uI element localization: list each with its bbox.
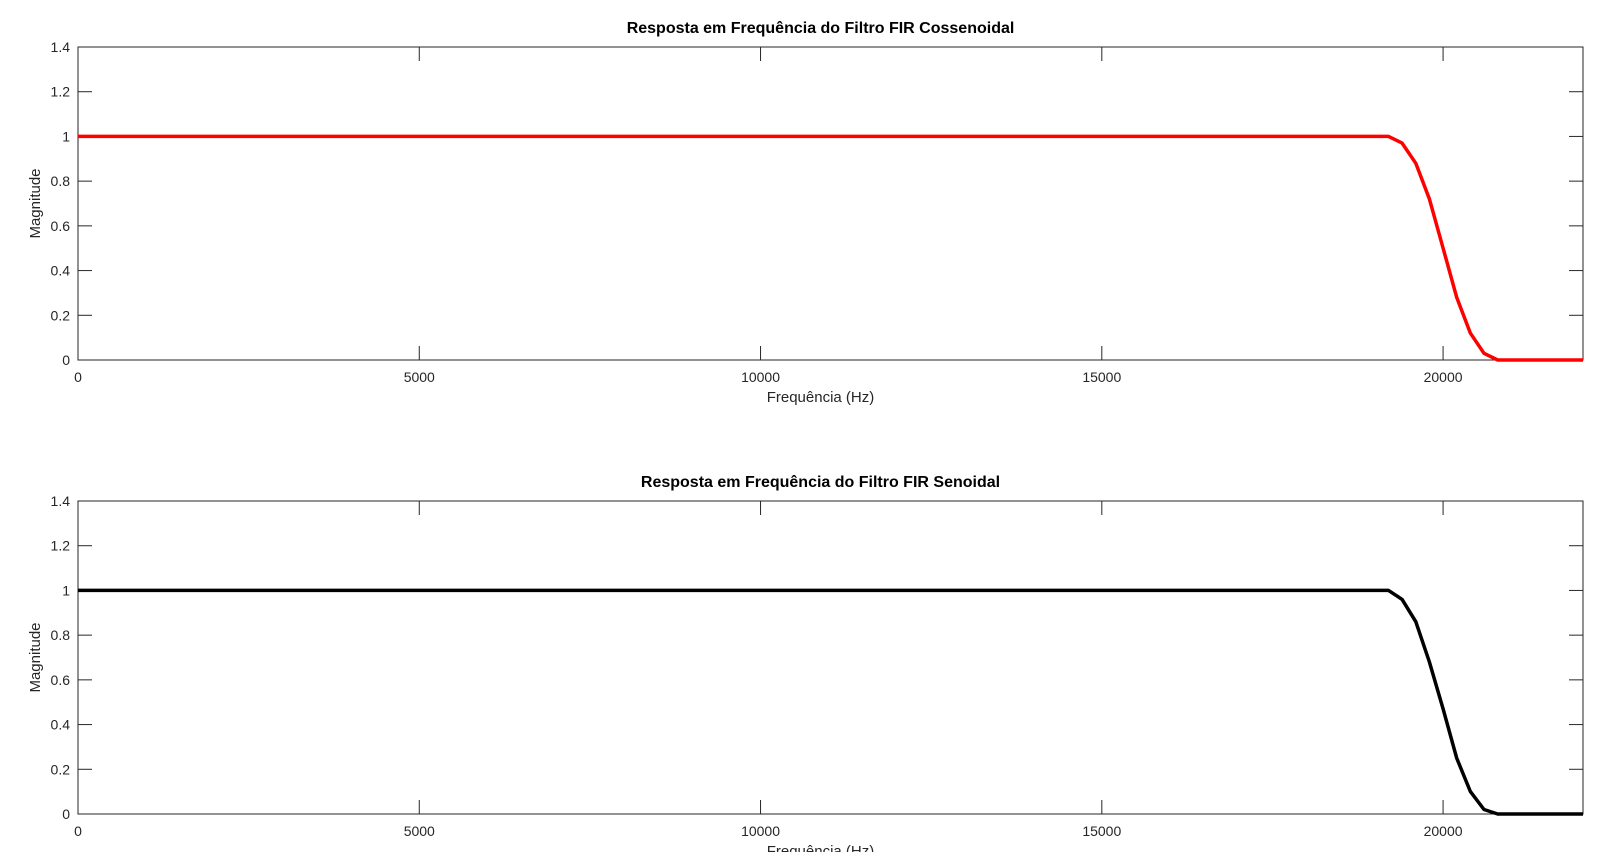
x-tick-label: 10000 <box>741 369 780 385</box>
y-axis-label: Magnitude <box>27 168 44 238</box>
x-tick-label: 0 <box>74 369 82 385</box>
x-tick-label: 15000 <box>1082 369 1121 385</box>
y-tick-label: 0.6 <box>51 672 71 688</box>
y-tick-label: 0.8 <box>51 173 71 189</box>
chart-panel-1: 0 5000 10000 15000 20000 0 0.2 0.4 0.6 0.8 1 1.2 1.4… <box>27 20 1584 406</box>
x-axis-label: Frequência (Hz) <box>767 843 875 852</box>
x-tick-label: 5000 <box>404 369 435 385</box>
x-tick-label: 5000 <box>404 823 435 839</box>
x-axis-label: Frequência (Hz) <box>767 389 875 406</box>
y-tick-label: 1.4 <box>51 493 71 509</box>
y-tick-label: 0.2 <box>51 761 71 777</box>
chart-panel-2: 0 5000 10000 15000 20000 0 0.2 0.4 0.6 0.8 1 1.2 1.4… <box>27 474 1584 852</box>
y-tick-label: 1.2 <box>51 538 71 554</box>
y-tick-label: 0.4 <box>51 263 71 279</box>
y-tick-label: 1 <box>62 582 70 598</box>
x-tick-label: 15000 <box>1082 823 1121 839</box>
y-tick-label: 0.8 <box>51 627 71 643</box>
x-tick-label: 20000 <box>1424 369 1463 385</box>
series-line-1 <box>78 588 1583 816</box>
y-axis-label: Magnitude <box>27 622 44 692</box>
y-tick-label: 0 <box>62 806 70 822</box>
y-tick-label: 0 <box>62 352 70 368</box>
x-tick-label: 20000 <box>1424 823 1463 839</box>
y-tick-label: 0.2 <box>51 307 71 323</box>
chart-title: Resposta em Frequência do Filtro FIR Sen… <box>641 474 1000 491</box>
y-tick-label: 1.4 <box>51 39 71 55</box>
y-tick-label: 1 <box>62 128 70 144</box>
plot-area <box>77 46 1584 361</box>
x-tick-label: 0 <box>74 823 82 839</box>
plot-area <box>77 500 1584 815</box>
chart-title: Resposta em Frequência do Filtro FIR Cos… <box>627 20 1015 37</box>
y-tick-label: 1.2 <box>51 84 71 100</box>
y-tick-label: 0.4 <box>51 717 71 733</box>
series-line-1 <box>78 134 1583 362</box>
y-tick-label: 0.6 <box>51 218 71 234</box>
x-tick-label: 10000 <box>741 823 780 839</box>
